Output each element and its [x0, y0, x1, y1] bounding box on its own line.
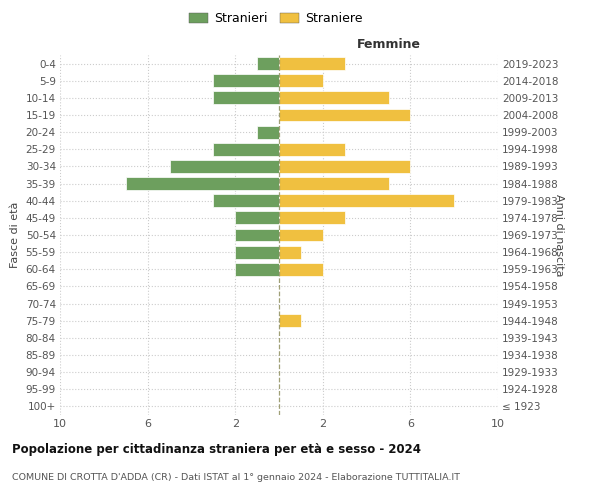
Bar: [279, 92, 389, 104]
Text: Femmine: Femmine: [356, 38, 421, 52]
Bar: [125, 177, 279, 190]
Text: Popolazione per cittadinanza straniera per età e sesso - 2024: Popolazione per cittadinanza straniera p…: [12, 442, 421, 456]
Bar: [235, 246, 279, 258]
Y-axis label: Fasce di età: Fasce di età: [10, 202, 20, 268]
Bar: [279, 143, 345, 156]
Bar: [279, 228, 323, 241]
Bar: [279, 177, 389, 190]
Bar: [214, 143, 279, 156]
Bar: [279, 74, 323, 87]
Bar: [257, 57, 279, 70]
Bar: [279, 246, 301, 258]
Bar: [279, 194, 454, 207]
Bar: [235, 212, 279, 224]
Bar: [214, 74, 279, 87]
Bar: [279, 108, 410, 122]
Bar: [214, 194, 279, 207]
Text: COMUNE DI CROTTA D'ADDA (CR) - Dati ISTAT al 1° gennaio 2024 - Elaborazione TUTT: COMUNE DI CROTTA D'ADDA (CR) - Dati ISTA…: [12, 472, 460, 482]
Bar: [279, 212, 345, 224]
Bar: [214, 92, 279, 104]
Bar: [235, 228, 279, 241]
Legend: Stranieri, Straniere: Stranieri, Straniere: [185, 8, 367, 29]
Bar: [279, 160, 410, 173]
Bar: [279, 57, 345, 70]
Bar: [279, 314, 301, 327]
Bar: [257, 126, 279, 138]
Y-axis label: Anni di nascita: Anni di nascita: [554, 194, 565, 276]
Bar: [235, 263, 279, 276]
Bar: [279, 263, 323, 276]
Bar: [169, 160, 279, 173]
